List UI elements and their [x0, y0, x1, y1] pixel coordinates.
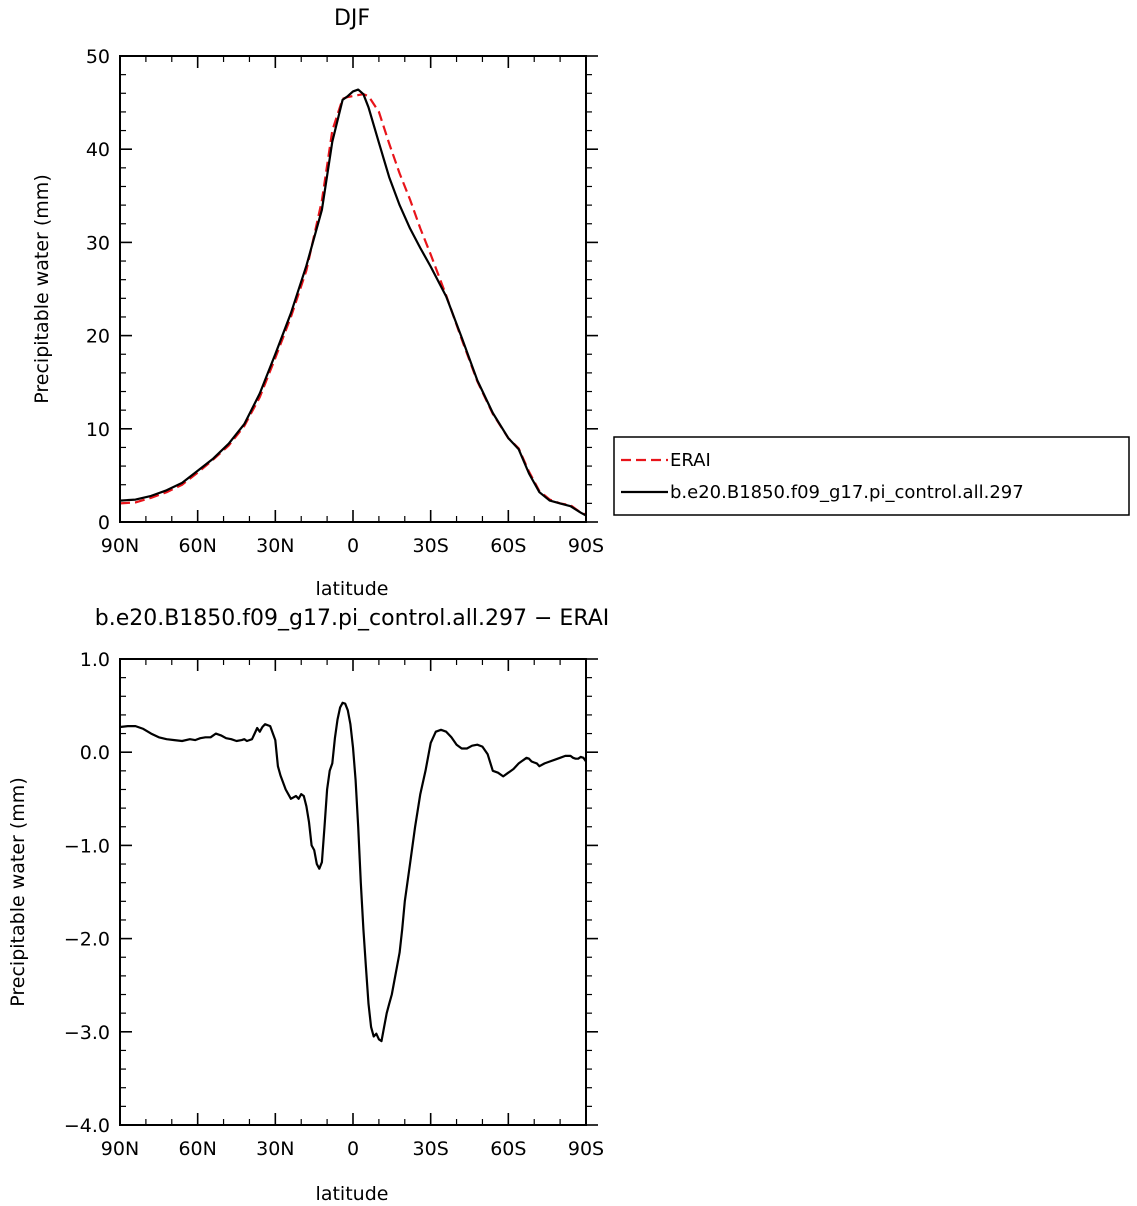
y-tick-label: 0.0	[80, 742, 110, 764]
x-tick-label: 90N	[101, 1138, 139, 1160]
x-tick-label: 90S	[568, 1138, 604, 1160]
y-tick-label: 10	[86, 419, 110, 441]
y-tick-label: −4.0	[64, 1115, 110, 1137]
x-tick-label: 0	[347, 1138, 359, 1160]
top-panel-x-axis-title: latitude	[316, 578, 389, 600]
y-tick-label: 50	[86, 46, 110, 68]
bottom-panel-y-axis-title: Precipitable water (mm)	[7, 777, 29, 1006]
bottom-panel-frame	[119, 658, 587, 1126]
top-panel-frame	[119, 55, 587, 523]
series-line-difference	[119, 701, 587, 1043]
x-tick-label: 90N	[101, 535, 139, 557]
y-tick-label: 20	[86, 326, 110, 348]
top-panel-y-axis-title: Precipitable water (mm)	[31, 174, 53, 403]
legend-box	[613, 436, 1130, 516]
bottom-panel-x-axis-title: latitude	[316, 1183, 389, 1205]
x-tick-label: 90S	[568, 535, 604, 557]
top-panel: DJF latitude Precipitable water (mm) 90N…	[31, 6, 604, 600]
series-line-erai	[119, 93, 587, 516]
legend-label-erai: ERAI	[670, 450, 711, 471]
y-tick-label: 1.0	[80, 649, 110, 671]
top-panel-series	[119, 88, 587, 517]
y-tick-label: 40	[86, 139, 110, 161]
bottom-panel-ticks: 90N 60N 30N 0 30S 60S 90S −4.0 −3.0 −2.0 −1.0 0.0 1.…	[64, 649, 604, 1160]
bottom-panel: b.e20.B1850.f09_g17.pi_control.all.297 −…	[7, 606, 609, 1205]
y-tick-label: −2.0	[64, 929, 110, 951]
top-panel-ticks: 90N 60N 30N 0 30S 60S 90S 0 10 20 30 40 50	[86, 46, 604, 557]
x-tick-label: 30N	[256, 535, 294, 557]
legend: ERAI b.e20.B1850.f09_g17.pi_control.all.…	[613, 436, 1130, 516]
top-panel-title: DJF	[334, 6, 370, 31]
series-line-b-e20-b1850-f09-g17-pi-control-all-297	[119, 88, 587, 517]
y-tick-label: −3.0	[64, 1022, 110, 1044]
x-tick-label: 30S	[413, 535, 449, 557]
x-tick-label: 60N	[178, 535, 216, 557]
x-tick-label: 30N	[256, 1138, 294, 1160]
bottom-panel-title: b.e20.B1850.f09_g17.pi_control.all.297 −…	[95, 606, 610, 631]
y-tick-label: 0	[98, 512, 110, 534]
bottom-panel-series	[119, 701, 587, 1043]
x-tick-label: 60S	[490, 1138, 526, 1160]
legend-label-model: b.e20.B1850.f09_g17.pi_control.all.297	[670, 482, 1024, 503]
x-tick-label: 0	[347, 535, 359, 557]
y-tick-label: 30	[86, 232, 110, 254]
y-tick-label: −1.0	[64, 835, 110, 857]
x-tick-label: 30S	[413, 1138, 449, 1160]
x-tick-label: 60S	[490, 535, 526, 557]
x-tick-label: 60N	[178, 1138, 216, 1160]
